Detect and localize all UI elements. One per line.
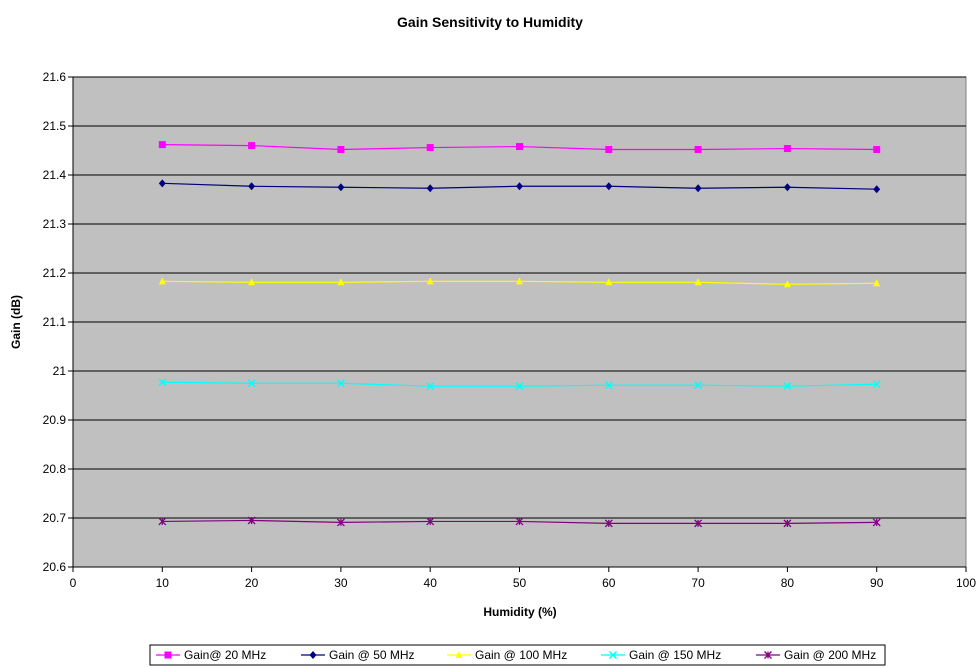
x-tick-label: 60 [602,576,616,590]
data-point [873,279,881,287]
data-point [158,141,166,149]
data-point [247,379,256,388]
legend-label: Gain@ 20 MHz [184,648,266,662]
series-1 [158,141,881,154]
x-tick-label: 80 [781,576,795,590]
y-tick-label: 21 [53,364,67,378]
data-point [694,278,702,286]
y-tick-label: 20.7 [43,511,67,525]
data-point [873,185,881,194]
data-point [248,182,256,191]
x-tick-label: 90 [870,576,884,590]
data-point [309,651,317,659]
data-point [783,280,791,288]
data-point [158,378,167,387]
data-point [515,382,524,391]
data-point [426,382,435,391]
legend-entry: Gain @ 150 MHz [601,648,721,662]
data-point [604,381,613,390]
y-axis-label: Gain (dB) [9,295,23,349]
data-point [426,277,434,285]
data-point [426,184,434,193]
data-point [764,651,772,659]
legend-entry: Gain @ 100 MHz [447,648,567,662]
series-3 [158,277,881,288]
data-point [872,518,881,527]
data-point [872,380,881,389]
x-tick-label: 70 [691,576,705,590]
y-tick-label: 21.1 [43,315,67,329]
data-point [694,381,703,390]
data-point [516,143,523,151]
data-point [604,519,613,528]
x-tick-label: 20 [245,576,259,590]
data-point [247,516,256,525]
data-point [516,182,523,191]
data-point [515,517,524,526]
data-point [783,183,791,192]
data-point [783,382,792,391]
data-point [608,650,618,660]
series-5 [158,516,881,528]
x-tick-label: 100 [956,576,976,590]
series-4 [158,378,881,391]
y-axis-ticks: 20.6 20.7 20.8 20.9 21 21.1 21.2 21.3 21.4 21.5 21… [43,70,73,574]
x-tick-label: 50 [513,576,527,590]
data-point [426,517,435,526]
y-tick-label: 21.5 [43,119,67,133]
x-tick-label: 0 [70,576,77,590]
legend: Gain@ 20 MHz Gain @ 50 MHz Gain @ 100 MHz G… [149,644,886,666]
legend-entry: Gain @ 50 MHz [301,648,415,662]
legend-label: Gain @ 50 MHz [329,648,415,662]
data-point [336,379,345,388]
x-axis-ticks: 0 10 20 30 40 50 60 70 80 90 100 [70,567,976,590]
data-point [248,278,256,286]
legend-label: Gain @ 150 MHz [629,648,721,662]
data-point [605,278,613,286]
legend-box [149,644,886,666]
gridlines [73,76,966,519]
data-point [336,518,345,527]
x-tick-label: 10 [156,576,170,590]
data-point [605,182,613,191]
data-point [248,142,256,150]
series-layer [158,141,881,528]
data-point [337,146,345,154]
y-tick-label: 20.8 [43,462,67,476]
data-point [783,519,792,528]
data-point [694,146,702,154]
data-point [158,277,166,285]
legend-entry: Gain @ 200 MHz [756,648,876,662]
data-point [337,183,345,192]
data-point [694,184,702,193]
data-point [516,277,523,285]
legend-entry: Gain@ 20 MHz [156,648,266,662]
data-point [455,651,463,658]
data-point [694,519,703,528]
y-tick-label: 21.3 [43,217,67,231]
chart-title: Gain Sensitivity to Humidity [397,14,583,30]
y-tick-label: 21.2 [43,266,67,280]
data-point [605,146,613,154]
y-tick-label: 21.6 [43,70,67,84]
data-point [873,146,881,154]
data-point [158,517,167,526]
legend-label: Gain @ 100 MHz [475,648,567,662]
data-point [164,651,172,659]
data-point [158,179,166,188]
data-point [783,145,791,153]
x-axis-label: Humidity (%) [483,605,556,619]
y-tick-label: 21.4 [43,168,67,182]
data-point [426,144,434,152]
y-tick-label: 20.9 [43,413,67,427]
y-tick-label: 20.6 [43,560,67,574]
x-tick-label: 30 [334,576,348,590]
data-point [337,278,345,286]
legend-label: Gain @ 200 MHz [784,648,876,662]
x-tick-label: 40 [424,576,438,590]
series-2 [158,179,881,194]
